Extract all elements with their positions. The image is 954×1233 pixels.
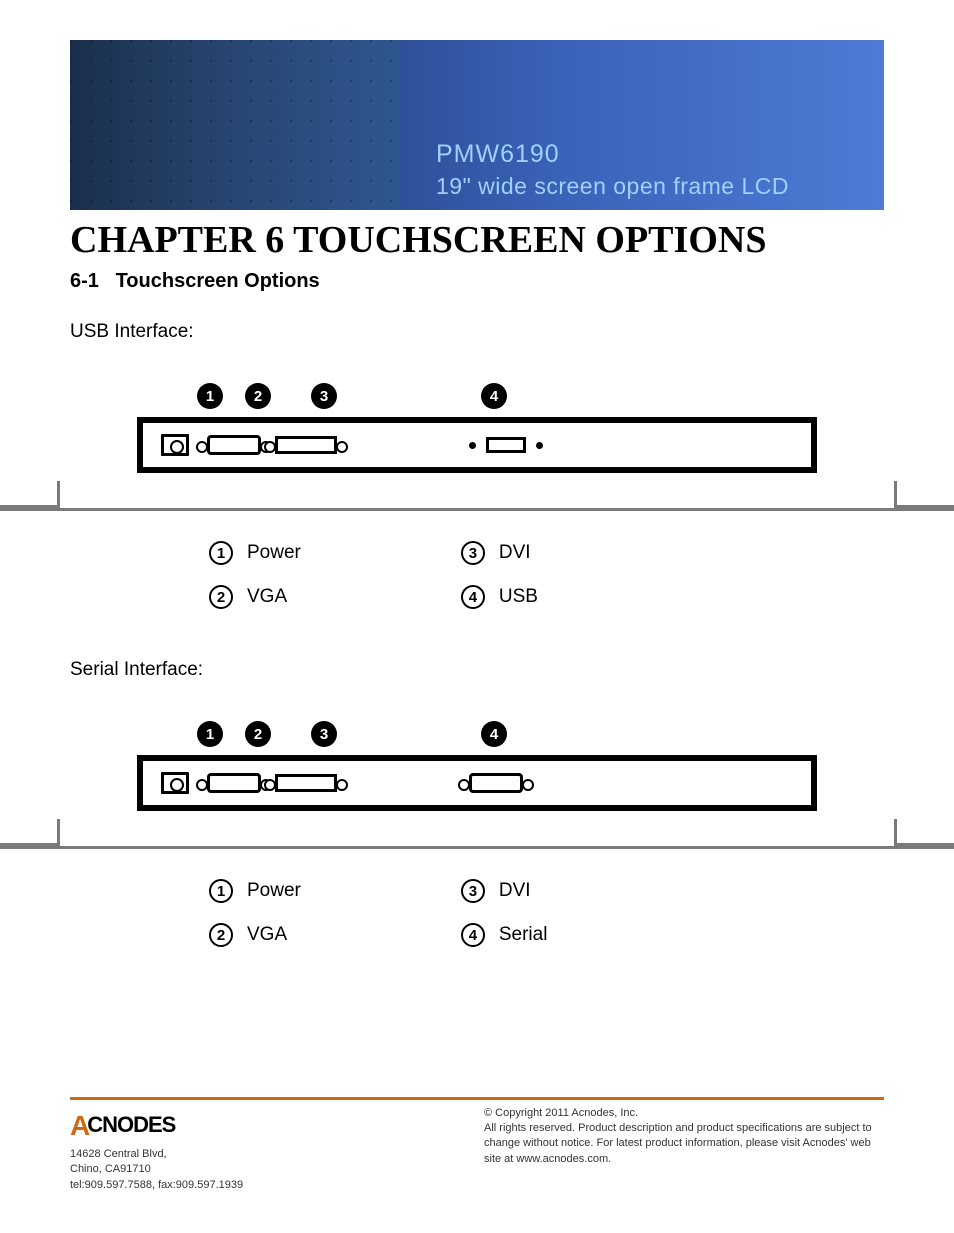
legend-label: VGA <box>247 586 287 608</box>
marker-3: 3 <box>311 721 337 747</box>
logo-text: CNODES <box>87 1110 175 1141</box>
legend-number: 1 <box>209 879 233 903</box>
legend-item: 4 USB <box>461 585 538 609</box>
base-plate <box>57 819 897 849</box>
page-footer: ACNODES 14628 Central Blvd, Chino, CA917… <box>70 1097 884 1193</box>
section-name: Touchscreen Options <box>116 270 320 292</box>
connector-panel <box>137 417 817 473</box>
marker-2: 2 <box>245 383 271 409</box>
legend-item: 1 Power <box>209 541 301 565</box>
legend-label: USB <box>499 586 538 608</box>
product-subtitle: 19" wide screen open frame LCD <box>436 173 866 200</box>
legend-item: 1 Power <box>209 879 301 903</box>
legend-label: Power <box>247 542 301 564</box>
legend-number: 2 <box>209 923 233 947</box>
legend-number: 4 <box>461 923 485 947</box>
legal-text: All rights reserved. Product description… <box>484 1121 884 1167</box>
contact-line: tel:909.597.7588, fax:909.597.1939 <box>70 1178 243 1193</box>
serial-interface-heading: Serial Interface: <box>70 659 884 681</box>
usb-port-icon <box>469 437 543 453</box>
power-port-icon <box>161 772 189 794</box>
legend-label: Power <box>247 880 301 902</box>
address-line-2: Chino, CA91710 <box>70 1162 243 1177</box>
usb-legend: 1 Power 2 VGA 3 DVI 4 USB <box>137 511 817 609</box>
legend-item: 2 VGA <box>209 923 301 947</box>
legend-number: 1 <box>209 541 233 565</box>
copyright-line: © Copyright 2011 Acnodes, Inc. <box>484 1106 884 1121</box>
marker-3: 3 <box>311 383 337 409</box>
legend-number: 3 <box>461 541 485 565</box>
section-title: 6-1 Touchscreen Options <box>70 270 884 293</box>
product-model: PMW6190 <box>436 140 866 169</box>
base-plate <box>57 481 897 511</box>
usb-interface-heading: USB Interface: <box>70 321 884 343</box>
dvi-port-icon <box>275 436 337 454</box>
banner-image <box>70 40 400 210</box>
legend-item: 2 VGA <box>209 585 301 609</box>
serial-diagram: 1 2 3 4 <box>137 721 817 947</box>
marker-4: 4 <box>481 383 507 409</box>
address-line-1: 14628 Central Blvd, <box>70 1147 243 1162</box>
marker-2: 2 <box>245 721 271 747</box>
section-number: 6-1 <box>70 270 99 292</box>
legend-number: 3 <box>461 879 485 903</box>
footer-divider <box>70 1097 884 1100</box>
connector-panel <box>137 755 817 811</box>
legend-label: DVI <box>499 542 531 564</box>
dvi-port-icon <box>275 774 337 792</box>
legend-label: DVI <box>499 880 531 902</box>
usb-diagram: 1 2 3 4 <box>137 383 817 609</box>
legend-label: Serial <box>499 924 548 946</box>
serial-port-icon <box>469 773 523 793</box>
legend-number: 2 <box>209 585 233 609</box>
power-port-icon <box>161 434 189 456</box>
legend-item: 3 DVI <box>461 541 538 565</box>
legend-item: 3 DVI <box>461 879 548 903</box>
marker-4: 4 <box>481 721 507 747</box>
legend-number: 4 <box>461 585 485 609</box>
vga-port-icon <box>207 435 261 455</box>
marker-1: 1 <box>197 721 223 747</box>
vga-port-icon <box>207 773 261 793</box>
legend-item: 4 Serial <box>461 923 548 947</box>
chapter-title: CHAPTER 6 TOUCHSCREEN OPTIONS <box>70 218 884 262</box>
serial-legend: 1 Power 2 VGA 3 DVI 4 Serial <box>137 849 817 947</box>
company-logo: ACNODES <box>70 1106 243 1145</box>
marker-1: 1 <box>197 383 223 409</box>
legend-label: VGA <box>247 924 287 946</box>
header-banner: PMW6190 19" wide screen open frame LCD <box>70 40 884 210</box>
